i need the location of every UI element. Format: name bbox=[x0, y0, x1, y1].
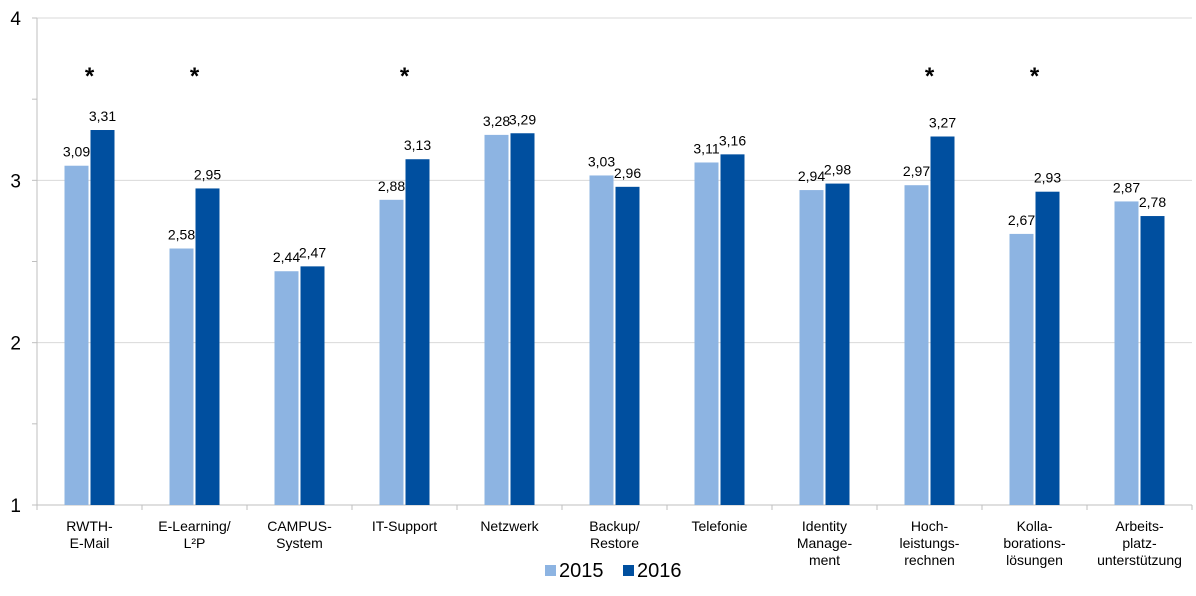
data-label: 3,16 bbox=[719, 132, 746, 148]
data-label: 2,93 bbox=[1034, 170, 1061, 186]
data-label: 3,28 bbox=[483, 113, 510, 129]
significance-marker: * bbox=[400, 63, 410, 90]
x-tick-label: Netzwerk bbox=[480, 518, 539, 534]
x-tick-label: Kolla-borations-lösungen bbox=[1003, 518, 1066, 568]
category-labels: RWTH-E-Mail E-Learning/L²P CAMPUS-System IT… bbox=[66, 518, 1182, 568]
legend-swatch-2016 bbox=[623, 565, 634, 576]
bars bbox=[64, 130, 1165, 506]
bar-2015 bbox=[904, 185, 929, 505]
data-label: 2,94 bbox=[798, 168, 825, 184]
value-labels: 3,09 3,31 2,58 2,95 2,442,47 2,88 3,13 3,283,29… bbox=[63, 108, 1166, 265]
data-label: 2,88 bbox=[378, 178, 405, 194]
significance-marker: * bbox=[85, 63, 95, 90]
data-label: 2,95 bbox=[194, 166, 221, 182]
x-tick-label: Arbeits-platz-unterstützung bbox=[1097, 518, 1182, 568]
legend-swatch-2015 bbox=[545, 565, 556, 576]
bar-2015 bbox=[379, 199, 404, 505]
y-tick-label: 1 bbox=[10, 496, 21, 517]
x-tick-label: CAMPUS-System bbox=[267, 518, 332, 551]
x-tick-label: RWTH-E-Mail bbox=[66, 518, 113, 551]
gridlines bbox=[37, 17, 1192, 344]
x-tick-label: Backup/Restore bbox=[589, 518, 640, 551]
y-tick-label: 2 bbox=[10, 334, 21, 355]
bar-2016 bbox=[300, 266, 325, 505]
bar-2016 bbox=[615, 186, 640, 505]
data-label: 3,31 bbox=[89, 108, 116, 124]
data-label: 3,09 bbox=[63, 144, 90, 160]
bar-2015 bbox=[1009, 233, 1034, 506]
data-label: 2,44 bbox=[273, 249, 300, 265]
data-label: 3,29 bbox=[509, 111, 536, 127]
x-tick-label: Identity Manage-ment bbox=[797, 518, 853, 568]
bar-2015 bbox=[694, 162, 719, 505]
bar-2016 bbox=[1140, 216, 1165, 505]
x-tick-label: Hoch-leistungs-rechnen bbox=[900, 518, 960, 568]
data-label: 2,98 bbox=[824, 162, 851, 178]
x-tick-label: Telefonie bbox=[691, 518, 747, 534]
legend: 2015 2016 bbox=[545, 560, 682, 582]
data-label: 3,27 bbox=[929, 115, 956, 131]
y-tick-label: 3 bbox=[10, 171, 21, 192]
data-label: 2,87 bbox=[1113, 179, 1140, 195]
bar-2015 bbox=[589, 175, 614, 506]
significance-markers: * * * * * bbox=[85, 63, 1040, 90]
bar-2015 bbox=[484, 134, 509, 505]
bar-2016 bbox=[1035, 191, 1060, 506]
legend-label-2015: 2015 bbox=[559, 560, 604, 582]
bar-2015 bbox=[274, 271, 299, 505]
data-label: 2,58 bbox=[168, 227, 195, 243]
x-tick-label: IT-Support bbox=[372, 518, 437, 534]
significance-marker: * bbox=[925, 63, 935, 90]
bar-2016 bbox=[825, 183, 850, 505]
data-label: 2,78 bbox=[1139, 194, 1166, 210]
bar-2015 bbox=[799, 190, 824, 505]
axes: 1 2 3 4 bbox=[10, 9, 1193, 517]
data-label: 2,67 bbox=[1008, 212, 1035, 228]
bar-2015 bbox=[64, 165, 89, 505]
bar-2016 bbox=[930, 136, 955, 505]
legend-label-2016: 2016 bbox=[637, 560, 682, 582]
significance-marker: * bbox=[1030, 63, 1040, 90]
bar-2016 bbox=[405, 159, 430, 506]
x-tick-label: E-Learning/L²P bbox=[158, 518, 230, 551]
data-label: 2,97 bbox=[903, 163, 930, 179]
data-label: 2,96 bbox=[614, 165, 641, 181]
data-label: 2,47 bbox=[299, 244, 326, 260]
bar-2016 bbox=[720, 154, 745, 506]
bar-2015 bbox=[1114, 201, 1139, 506]
significance-marker: * bbox=[190, 63, 200, 90]
bar-2016 bbox=[90, 130, 115, 505]
bar-2016 bbox=[195, 188, 220, 505]
bar-2016 bbox=[510, 133, 535, 506]
y-tick-label: 4 bbox=[10, 9, 21, 30]
data-label: 3,03 bbox=[588, 153, 615, 169]
bar-2015 bbox=[169, 248, 194, 505]
data-label: 3,11 bbox=[693, 140, 719, 156]
data-label: 3,13 bbox=[404, 137, 431, 153]
